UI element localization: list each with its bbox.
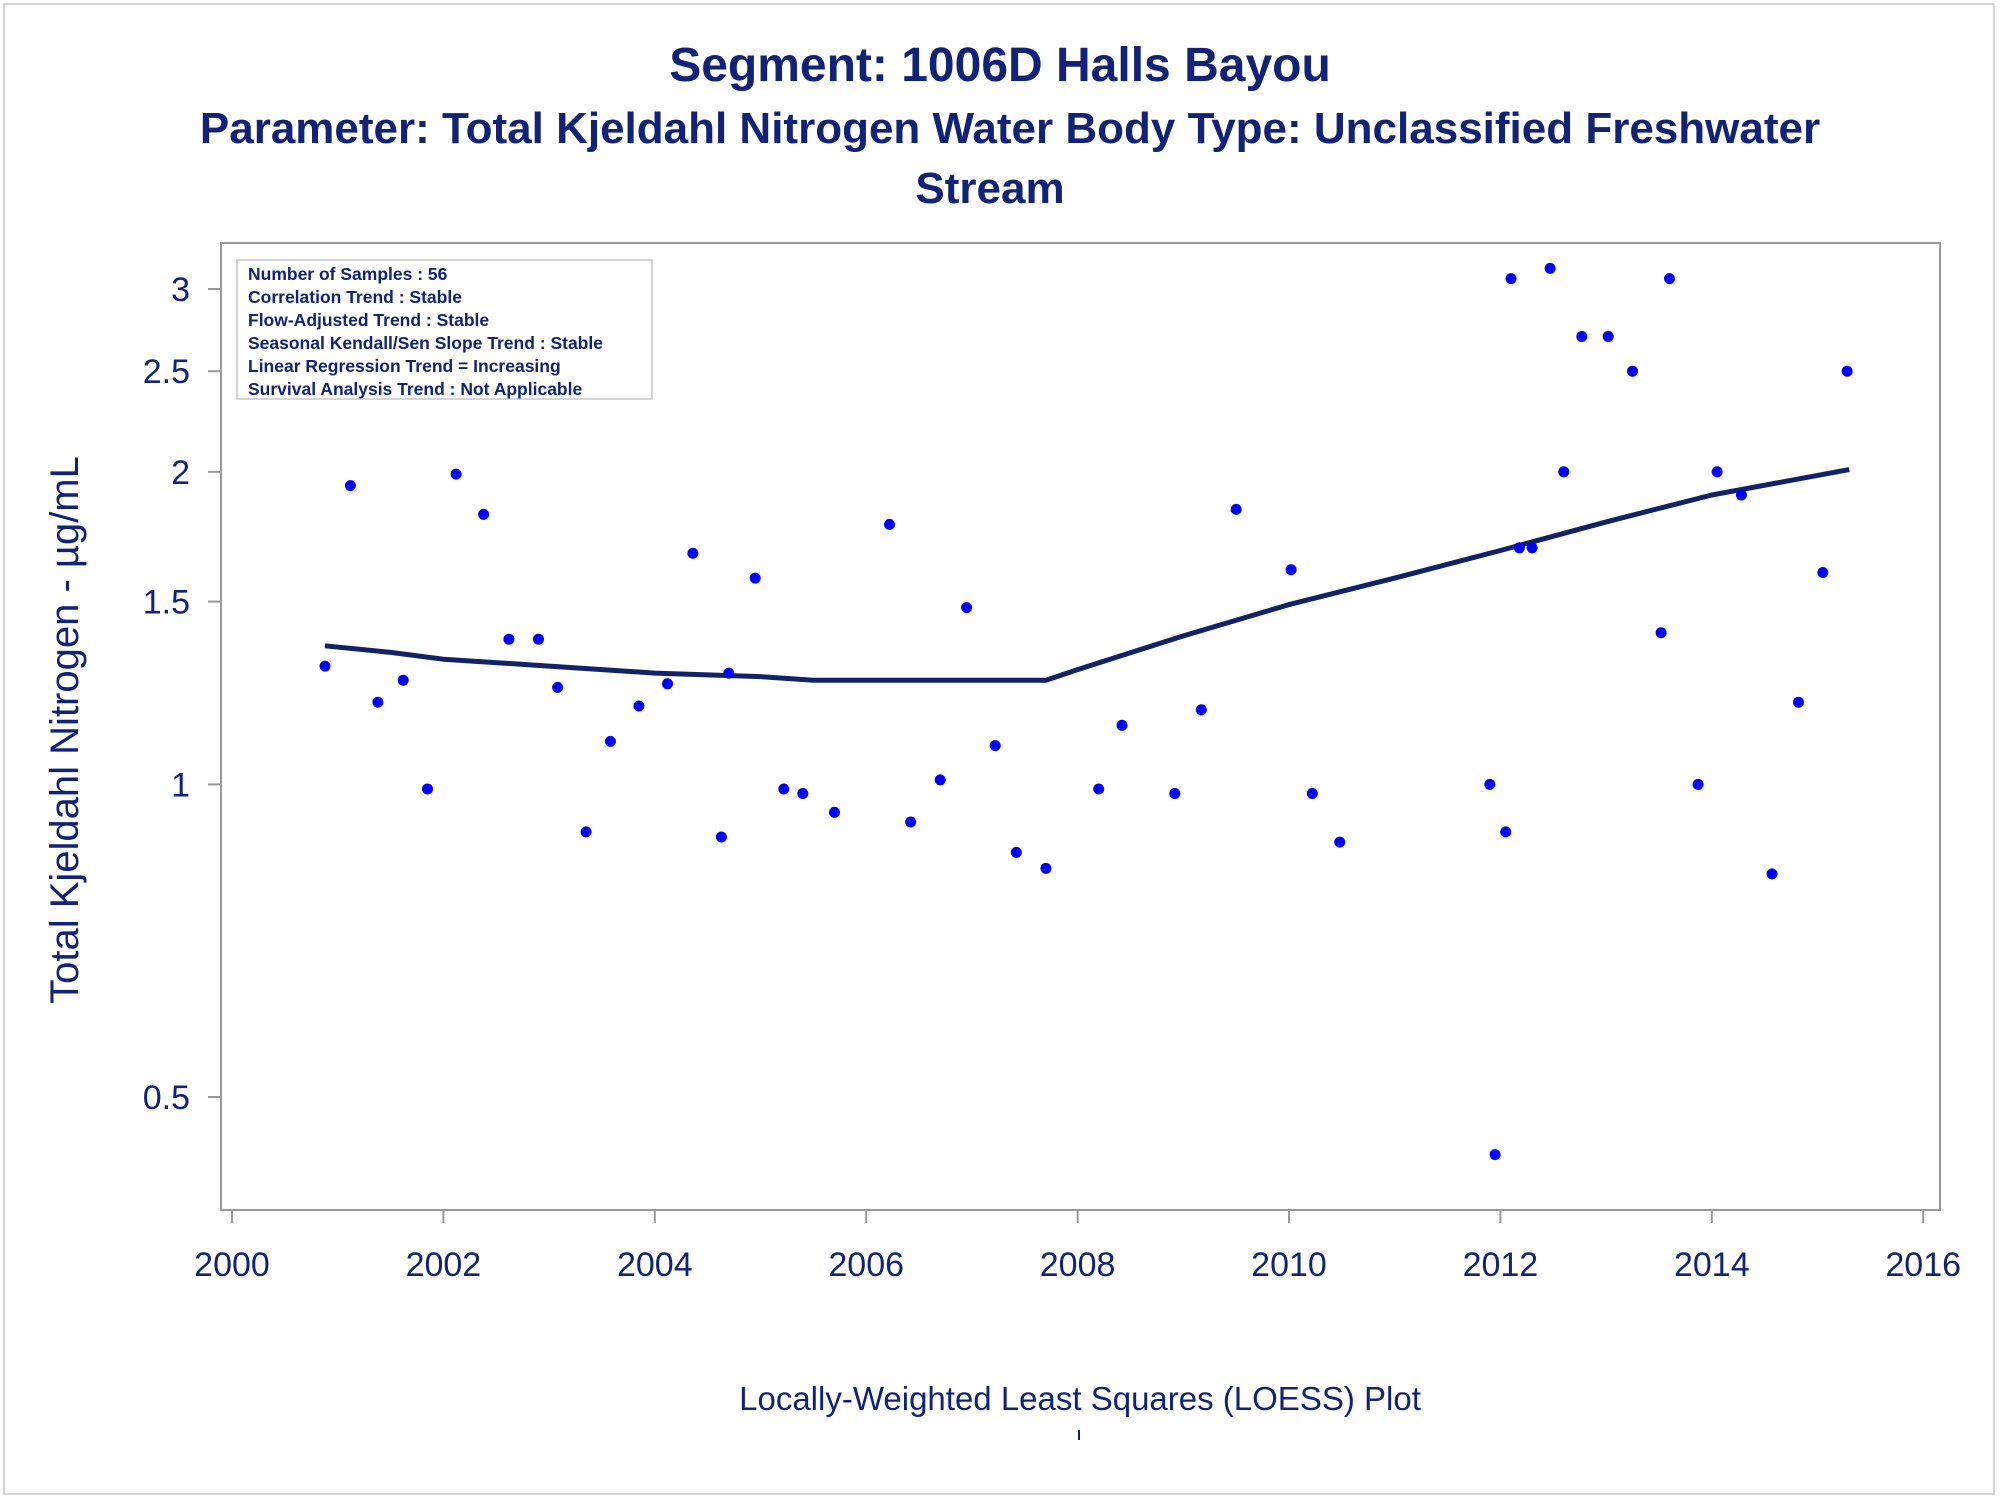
- data-point: [1841, 365, 1853, 377]
- data-point: [552, 681, 564, 693]
- data-point: [1526, 542, 1538, 554]
- data-point: [633, 700, 645, 712]
- data-point: [749, 572, 761, 584]
- data-point: [1544, 262, 1556, 274]
- data-point: [829, 806, 840, 818]
- data-point: [478, 508, 490, 520]
- plot-footnote: Locally-Weighted Least Squares (LOESS) P…: [739, 1380, 1421, 1417]
- data-point: [723, 667, 735, 679]
- y-tick-label: 1.5: [143, 584, 190, 622]
- chart-title: Segment: 1006D Halls Bayou: [669, 39, 1331, 92]
- x-tick-label: 2000: [194, 1246, 270, 1284]
- data-point: [1711, 466, 1723, 478]
- x-tick-label: 2004: [617, 1246, 693, 1284]
- loess-trend-line: [324, 467, 1850, 683]
- x-tick-label: 2008: [1040, 1246, 1116, 1284]
- data-point: [1655, 627, 1667, 639]
- data-point: [934, 774, 946, 786]
- data-point: [1602, 331, 1614, 342]
- data-point: [1010, 846, 1022, 858]
- x-tick-label: 2002: [406, 1246, 482, 1284]
- data-point: [1627, 365, 1638, 377]
- chart-subtitle-continued: Stream: [915, 164, 1065, 213]
- stat-linear-regression-trend: Linear Regression Trend = Increasing: [248, 356, 561, 376]
- data-point: [1766, 868, 1778, 880]
- data-point: [580, 826, 592, 838]
- data-point: [884, 518, 895, 530]
- data-point: [1040, 862, 1052, 874]
- plot-area: [220, 242, 1941, 1211]
- data-point: [1484, 778, 1496, 790]
- trend-statistics-box: Number of Samples : 56 Correlation Trend…: [236, 259, 653, 400]
- x-tick-label: 2010: [1251, 1246, 1327, 1284]
- y-tick-label: 2.5: [143, 353, 190, 391]
- data-point: [1558, 466, 1570, 478]
- data-point: [1169, 788, 1181, 799]
- data-point: [989, 740, 1001, 752]
- stat-flow-adjusted-trend: Flow-Adjusted Trend : Stable: [248, 310, 490, 330]
- data-point: [961, 602, 973, 614]
- data-point: [1195, 704, 1207, 716]
- data-point: [372, 696, 384, 708]
- x-tick-label: 2016: [1885, 1246, 1961, 1284]
- data-point: [1576, 331, 1588, 342]
- data-point: [1513, 542, 1525, 554]
- stat-correlation-trend: Correlation Trend : Stable: [248, 287, 462, 307]
- data-point: [905, 816, 917, 828]
- data-point: [344, 480, 356, 492]
- data-point: [397, 674, 409, 686]
- data-point: [1500, 826, 1512, 838]
- data-point: [422, 783, 433, 795]
- stat-seasonal-kendall-trend: Seasonal Kendall/Sen Slope Trend : Stabl…: [248, 333, 603, 353]
- data-point: [319, 660, 331, 672]
- x-axis: 2000 2002 2004 2006 2008 2010 2012 2014 2016: [194, 1210, 1961, 1284]
- data-point: [1692, 778, 1704, 790]
- x-tick-label: 2014: [1674, 1246, 1750, 1284]
- data-point: [604, 735, 616, 747]
- data-point: [1489, 1149, 1501, 1161]
- chart-subtitle: Parameter: Total Kjeldahl Nitrogen Water…: [199, 104, 1821, 153]
- data-point: [1664, 273, 1675, 285]
- data-point: [1093, 783, 1105, 795]
- data-point: [503, 633, 515, 645]
- stat-survival-analysis-trend: Survival Analysis Trend : Not Applicable: [248, 379, 583, 399]
- data-point: [533, 633, 544, 645]
- data-point: [1334, 836, 1346, 848]
- x-tick-label: 2006: [828, 1246, 904, 1284]
- y-axis: 0.5 1 1.5 2 2.5 3: [143, 271, 221, 1117]
- data-point: [778, 783, 790, 795]
- data-point: [450, 468, 462, 480]
- data-point: [1285, 564, 1297, 576]
- y-tick-label: 0.5: [143, 1079, 190, 1117]
- data-point: [1505, 273, 1517, 285]
- data-point: [662, 678, 673, 690]
- y-tick-label: 2: [171, 454, 190, 492]
- data-point: [797, 788, 809, 799]
- outer-frame: [3, 3, 1995, 1495]
- data-points: [319, 262, 1853, 1161]
- data-point: [1735, 489, 1747, 501]
- data-point: [1306, 788, 1318, 799]
- data-point: [1817, 567, 1829, 578]
- data-point: [715, 831, 727, 843]
- footnote-tick: [1078, 1430, 1080, 1440]
- y-tick-label: 1: [171, 766, 190, 804]
- y-axis-label: Total Kjeldahl Nitrogen - µg/mL: [43, 456, 87, 1004]
- stat-number-of-samples: Number of Samples : 56: [248, 264, 448, 284]
- data-point: [1230, 503, 1242, 515]
- data-point: [1793, 696, 1804, 708]
- x-tick-label: 2012: [1463, 1246, 1539, 1284]
- y-tick-label: 3: [171, 271, 190, 309]
- data-point: [1116, 719, 1128, 731]
- data-point: [687, 547, 699, 559]
